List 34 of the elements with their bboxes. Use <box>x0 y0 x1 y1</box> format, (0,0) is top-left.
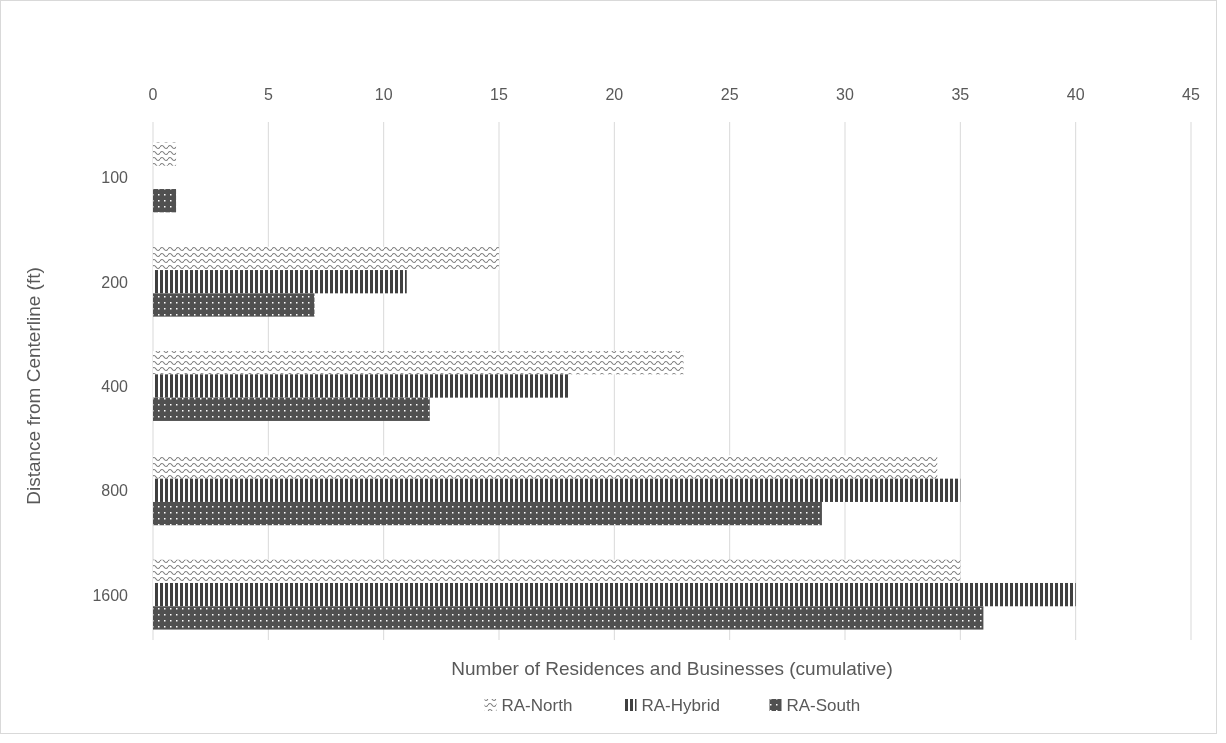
bar <box>153 582 1076 607</box>
bar <box>153 559 961 583</box>
y-tick-label: 100 <box>101 169 129 187</box>
y-tick-label: 400 <box>101 378 129 395</box>
bar <box>153 397 430 421</box>
y-tick-label: 1600 <box>92 586 129 604</box>
x-tick-label: 20 <box>605 86 624 103</box>
x-axis-title: Number of Residences and Businesses (cumulative) <box>451 658 893 679</box>
legend-label: RA-South <box>786 696 861 715</box>
bar <box>153 501 822 526</box>
bar <box>153 189 177 213</box>
x-tick-label: 40 <box>1066 86 1085 103</box>
x-tick-label: 10 <box>374 86 393 103</box>
x-tick-label: 5 <box>263 86 273 103</box>
x-tick-label: 25 <box>720 86 739 103</box>
x-tick-label: 15 <box>490 86 508 103</box>
legend-label: RA-Hybrid <box>641 696 720 715</box>
y-tick-label: 200 <box>101 273 129 291</box>
bar <box>153 270 407 294</box>
legend-label: RA-North <box>501 696 573 715</box>
bar <box>153 374 569 398</box>
y-axis-title: Distance from Centerline (ft) <box>23 267 44 505</box>
x-tick-label: 45 <box>1182 86 1200 103</box>
bar <box>153 246 499 271</box>
bar <box>153 478 961 502</box>
y-tick-label: 800 <box>101 482 129 500</box>
bar <box>153 142 177 166</box>
x-tick-label: 30 <box>836 86 854 103</box>
x-tick-label: 0 <box>148 86 158 103</box>
bar <box>153 351 684 375</box>
bar <box>153 606 984 630</box>
bar <box>153 455 938 479</box>
bar <box>153 293 315 317</box>
x-tick-label: 35 <box>951 86 970 103</box>
